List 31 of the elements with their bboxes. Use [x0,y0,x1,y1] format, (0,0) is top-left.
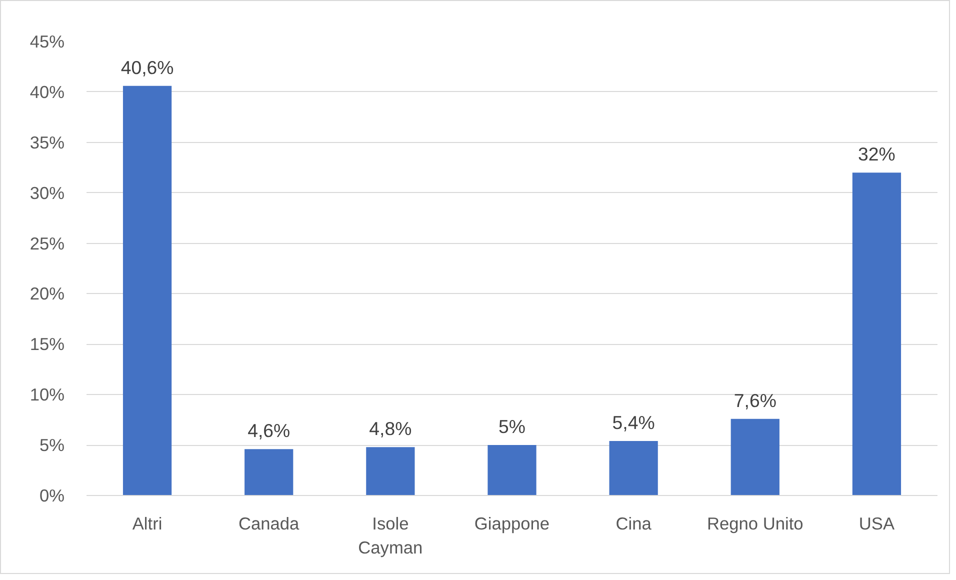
y-tick-label: 25% [30,233,65,254]
y-tick-label: 45% [30,32,65,52]
data-label: 40,6% [120,56,174,78]
data-label: 5% [498,416,526,438]
bar [122,86,172,496]
x-tick-label: USA [858,514,895,534]
data-label: 4,8% [369,418,412,440]
x-tick-label: Altri [132,514,162,534]
y-tick-label: 10% [30,384,65,405]
x-tick-label: Cina [616,514,652,534]
y-tick-label: 15% [30,334,65,354]
data-label: 5,4% [612,412,655,434]
y-tick-label: 30% [30,182,65,203]
x-tick-label: Canada [238,514,300,534]
data-label: 7,6% [734,390,776,411]
bar [609,441,658,496]
y-tick-label: 0% [39,486,64,506]
y-tick-label: 35% [30,132,65,152]
x-tick-label: Isole Cayman [358,514,423,558]
y-tick-label: 5% [39,435,64,456]
x-tick-label: Regno Unito [706,514,804,534]
bar [730,418,780,496]
y-tick-label: 40% [30,82,65,102]
data-label: 32% [858,144,896,165]
bar [488,445,536,496]
bar [244,449,294,496]
data-label: 4,6% [248,420,290,442]
bar [366,447,415,496]
x-tick-label: Giappone [474,514,550,534]
y-tick-label: 20% [30,284,65,304]
bar [852,172,902,496]
